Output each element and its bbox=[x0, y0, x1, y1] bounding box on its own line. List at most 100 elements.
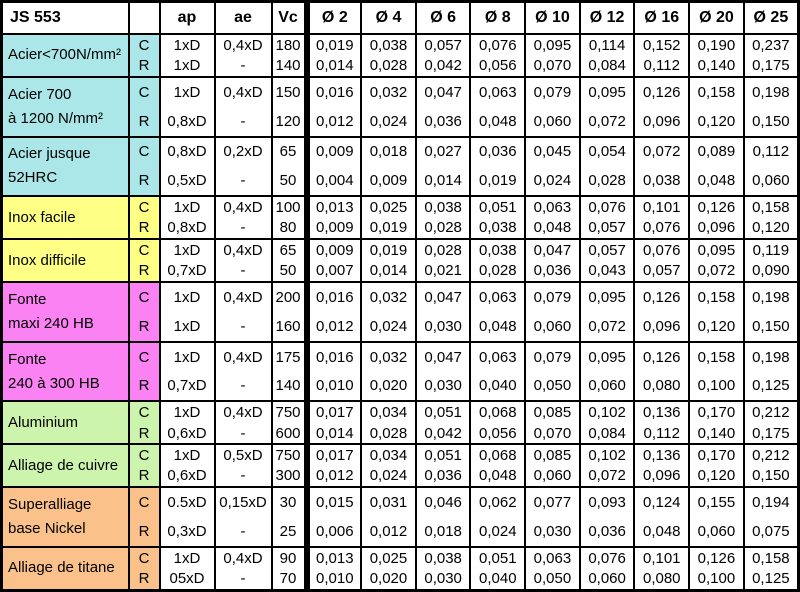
ap-cell: 0,7xD bbox=[158, 260, 215, 283]
feed-value-cell: 0,040 bbox=[469, 371, 526, 402]
feed-value-cell: 0,068 bbox=[469, 400, 526, 423]
ae-cell: - bbox=[213, 106, 272, 137]
feed-value-cell: 0,048 bbox=[524, 217, 580, 240]
feed-value-cell: 0,048 bbox=[633, 517, 690, 547]
ae-cell: 0,4xD bbox=[213, 545, 272, 569]
feed-value-cell: 0,031 bbox=[360, 486, 416, 517]
mode-cell: C bbox=[127, 195, 160, 218]
feed-value-cell: 0,096 bbox=[633, 311, 690, 342]
diameter-header: Ø 12 bbox=[578, 1, 635, 35]
feed-value-cell: 0,004 bbox=[303, 166, 362, 197]
feed-value-cell: 0,079 bbox=[524, 281, 580, 312]
ap-cell: 1xD bbox=[158, 340, 215, 372]
feed-value-cell: 0,120 bbox=[688, 311, 744, 342]
material-name-line: Fonte bbox=[8, 290, 47, 308]
ae-cell: - bbox=[213, 422, 272, 445]
table-row: Alliage de cuivre C 1xD 0,5xD 750 0,017 0,034 0… bbox=[0, 443, 799, 488]
feed-value-cell: 0,126 bbox=[688, 195, 744, 218]
feed-value-cell: 0,047 bbox=[524, 238, 580, 261]
feed-value-cell: 0,060 bbox=[524, 106, 580, 137]
feed-value-cell: 0,212 bbox=[742, 443, 799, 466]
feed-value-cell: 0,012 bbox=[303, 106, 362, 137]
feed-value-cell: 0,019 bbox=[303, 32, 362, 56]
feed-value-cell: 0,072 bbox=[578, 311, 635, 342]
feed-value-cell: 0,048 bbox=[469, 465, 526, 488]
feed-value-cell: 0,095 bbox=[688, 238, 744, 261]
feed-value-cell: 0,100 bbox=[688, 568, 744, 591]
feed-value-cell: 0,077 bbox=[524, 486, 580, 517]
feed-value-cell: 0,072 bbox=[633, 135, 690, 167]
material-name-cell: Alliage de cuivre bbox=[0, 443, 129, 488]
ae-cell: - bbox=[213, 260, 272, 283]
vc-cell: 750 bbox=[270, 443, 307, 466]
feed-value-cell: 0,054 bbox=[578, 135, 635, 167]
ap-cell: 1xD bbox=[158, 238, 215, 261]
table-row: Alliage de titane C 1xD 0,4xD 90 0,013 0,025 0,… bbox=[0, 545, 799, 591]
feed-value-cell: 0,126 bbox=[688, 545, 744, 569]
mode-cell: C bbox=[127, 32, 160, 56]
feed-value-cell: 0,036 bbox=[414, 106, 471, 137]
feed-value-cell: 0,076 bbox=[578, 545, 635, 569]
diameter-header: Ø 8 bbox=[469, 1, 526, 35]
feed-value-cell: 0,072 bbox=[578, 106, 635, 137]
feed-value-cell: 0,009 bbox=[303, 238, 362, 261]
table-row: R 0,5xD -50 0,004 0,009 0,014 0,019 0,024 0,028 0… bbox=[2, 166, 799, 197]
ae-cell: - bbox=[213, 517, 272, 547]
feed-value-cell: 0,012 bbox=[360, 517, 416, 547]
feed-value-cell: 0,057 bbox=[578, 217, 635, 240]
feed-value-cell: 0,034 bbox=[360, 443, 416, 466]
ae-cell: 0,4xD bbox=[213, 238, 272, 261]
feed-value-cell: 0,046 bbox=[414, 486, 471, 517]
material-name-line: maxi 240 HB bbox=[8, 314, 94, 332]
table-row: Acier jusque 52HRC C 0,8xD 0,2xD 65 0,009 0,018… bbox=[0, 135, 799, 197]
feed-value-cell: 0,063 bbox=[524, 195, 580, 218]
feed-value-cell: 0,150 bbox=[742, 106, 799, 137]
ae-cell: 0,15xD bbox=[213, 486, 272, 517]
feed-value-cell: 0,158 bbox=[688, 281, 744, 312]
feed-value-cell: 0,034 bbox=[360, 400, 416, 423]
table-row: R 0,6xD -600 0,014 0,028 0,042 0,056 0,070 0,084… bbox=[2, 422, 799, 445]
ap-cell: 1xD bbox=[158, 55, 215, 77]
feed-value-cell: 0,076 bbox=[469, 32, 526, 56]
diameter-header: Ø 4 bbox=[360, 1, 416, 35]
ae-cell: 0,4xD bbox=[213, 75, 272, 107]
feed-value-cell: 0,112 bbox=[633, 55, 690, 77]
ap-cell: 0,5xD bbox=[158, 166, 215, 197]
feed-value-cell: 0,085 bbox=[524, 400, 580, 423]
ap-cell: 0,6xD bbox=[158, 422, 215, 445]
feed-value-cell: 0,095 bbox=[524, 32, 580, 56]
feed-value-cell: 0,170 bbox=[688, 400, 744, 423]
feed-value-cell: 0,017 bbox=[303, 443, 362, 466]
feed-value-cell: 0,038 bbox=[469, 238, 526, 261]
table-body: Acier<700N/mm² C 1xD 0,4xD 180 0,019 0,038 0,05… bbox=[0, 32, 799, 591]
table-row: Inox facile C 1xD 0,4xD 100 0,013 0,025 0,038 0,… bbox=[0, 195, 799, 240]
feed-value-cell: 0,194 bbox=[742, 486, 799, 517]
feed-value-cell: 0,051 bbox=[414, 443, 471, 466]
feed-value-cell: 0,063 bbox=[469, 281, 526, 312]
vc-cell: 120 bbox=[270, 106, 307, 137]
ap-cell: 1xD bbox=[158, 195, 215, 218]
feed-value-cell: 0,155 bbox=[688, 486, 744, 517]
material-name-line: Acier 700 bbox=[8, 85, 72, 103]
feed-value-cell: 0,101 bbox=[633, 545, 690, 569]
ae-cell: 0,4xD bbox=[213, 281, 272, 312]
feed-value-cell: 0,072 bbox=[578, 465, 635, 488]
mode-cell: C bbox=[127, 238, 160, 261]
feed-value-cell: 0,036 bbox=[414, 465, 471, 488]
table-row: Fonte maxi 240 HB C 1xD 0,4xD 200 0,016 0,032 0,… bbox=[0, 281, 799, 342]
vc-cell: 90 bbox=[270, 545, 307, 569]
feed-value-cell: 0,063 bbox=[469, 340, 526, 372]
feed-value-cell: 0,140 bbox=[688, 422, 744, 445]
feed-value-cell: 0,079 bbox=[524, 340, 580, 372]
vc-cell: 50 bbox=[270, 260, 307, 283]
material-name-line: Alliage de cuivre bbox=[8, 456, 119, 474]
feed-value-cell: 0,072 bbox=[688, 260, 744, 283]
feed-value-cell: 0,047 bbox=[414, 281, 471, 312]
feed-value-cell: 0,014 bbox=[414, 166, 471, 197]
feed-value-cell: 0,021 bbox=[414, 260, 471, 283]
ap-cell: 0,8xD bbox=[158, 135, 215, 167]
ae-cell: - bbox=[213, 371, 272, 402]
material-name-line: à 1200 N/mm² bbox=[8, 109, 104, 127]
material-name-cell: Inox facile bbox=[0, 195, 129, 240]
vc-cell: 25 bbox=[270, 517, 307, 547]
